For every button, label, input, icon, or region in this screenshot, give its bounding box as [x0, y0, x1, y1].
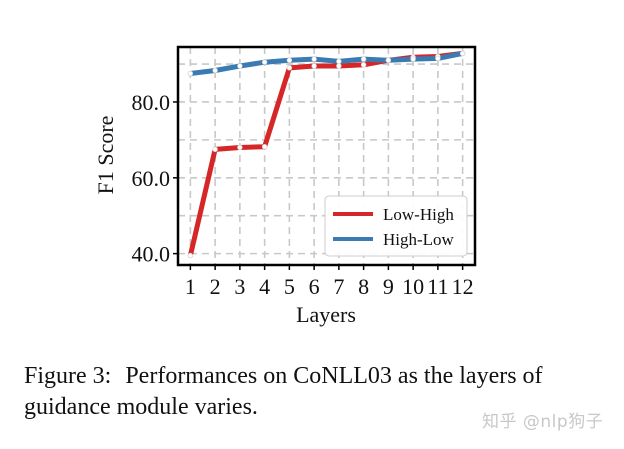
- x-tick-label: 8: [358, 274, 369, 299]
- data-point-low-high: [311, 63, 317, 69]
- x-tick-label: 5: [284, 274, 295, 299]
- x-tick-label: 12: [452, 274, 474, 299]
- data-point-low-high: [336, 63, 342, 69]
- y-tick-label: 80.0: [132, 90, 171, 115]
- data-point-high-low: [336, 58, 342, 65]
- x-axis-ticks: 1 2 3 4 5 6 7 8 9 10 11 12: [185, 265, 474, 299]
- data-point-low-high: [212, 146, 218, 153]
- x-tick-label: 10: [402, 274, 424, 299]
- figure-caption: Figure 3: Performances on CoNLL03 as the …: [24, 361, 604, 423]
- data-point-low-high: [237, 144, 243, 151]
- y-tick-label: 40.0: [132, 242, 171, 267]
- series-group: [187, 50, 466, 259]
- x-tick-label: 1: [185, 274, 196, 299]
- x-tick-label: 2: [210, 274, 221, 299]
- x-tick-label: 7: [333, 274, 344, 299]
- x-tick-label: 9: [383, 274, 394, 299]
- caption-text: Performances on CoNLL03 as the layers of…: [24, 363, 543, 420]
- data-point-high-low: [360, 56, 367, 62]
- data-point-high-low: [459, 50, 466, 57]
- plot-frame: [176, 45, 477, 267]
- watermark: 知乎 @nlp狗子: [482, 412, 604, 432]
- data-point-low-high: [286, 65, 293, 71]
- data-point-high-low: [410, 56, 416, 62]
- data-point-low-high: [261, 144, 268, 150]
- legend: Low-High High-Low: [324, 195, 468, 257]
- data-point-high-low: [286, 57, 293, 63]
- series-line-high-low: [187, 50, 466, 76]
- line-chart: 1 2 3 4 5 6 7 8 9 10 11 12 40.060.080.0 Layers F1 S…: [93, 45, 477, 327]
- data-point-high-low: [435, 55, 441, 62]
- data-point-high-low: [237, 63, 243, 69]
- data-point-high-low: [212, 67, 218, 74]
- legend-label-high-low: High-Low: [383, 230, 455, 249]
- data-point-high-low: [187, 70, 194, 77]
- x-axis-label: Layers: [296, 302, 356, 327]
- legend-label-low-high: Low-High: [383, 205, 454, 224]
- y-tick-label: 60.0: [132, 166, 171, 191]
- y-axis-label: F1 Score: [93, 116, 118, 195]
- x-tick-label: 6: [309, 274, 320, 299]
- data-point-low-high: [187, 252, 194, 259]
- data-point-high-low: [385, 57, 392, 63]
- y-axis-ticks: 40.0 60.0 80.0: [132, 90, 178, 267]
- data-point-low-high: [360, 62, 367, 68]
- x-tick-label: 4: [259, 274, 270, 299]
- x-tick-label: 11: [427, 274, 448, 299]
- data-point-high-low: [311, 56, 317, 62]
- x-tick-label: 3: [234, 274, 245, 299]
- data-point-high-low: [261, 59, 268, 65]
- caption-label: Figure 3:: [24, 363, 112, 389]
